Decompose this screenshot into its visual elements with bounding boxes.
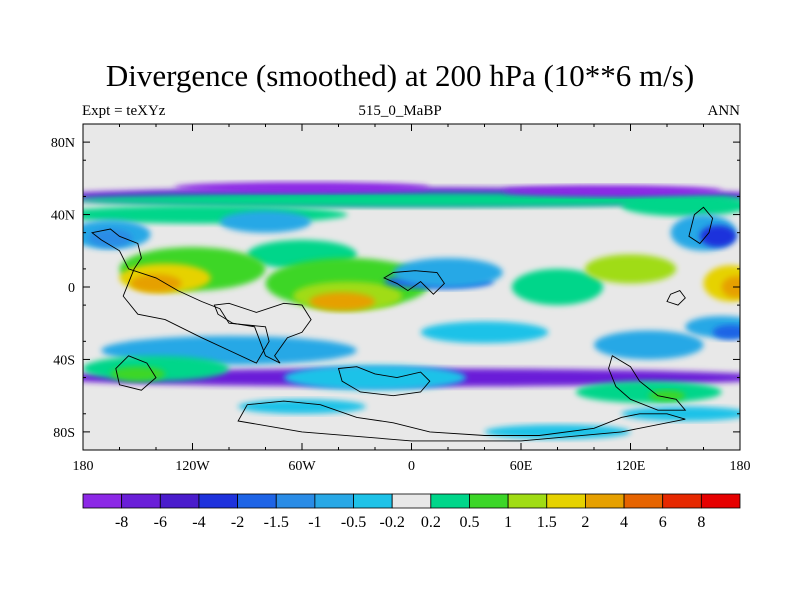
field-patch-22 xyxy=(721,276,740,298)
colorbar-box-5 xyxy=(275,493,316,509)
lon-tick-label-1: 120W xyxy=(175,459,210,474)
axis-ticks: 180 120W 60W 0 60E 120E 180 80N 40N 0 40S 80S xyxy=(51,123,751,474)
colorbar-label-13: 4 xyxy=(620,514,628,531)
colorbar-label-10: 1 xyxy=(504,514,512,531)
colorbar-box-12 xyxy=(546,493,586,509)
lon-tick-label-5: 120E xyxy=(616,459,646,474)
colorbar-label-5: -1 xyxy=(308,514,321,531)
colorbar-box-4 xyxy=(237,493,277,509)
field-patch-30 xyxy=(283,364,467,391)
field-patch-27 xyxy=(594,330,704,360)
colorbar-label-8: 0.2 xyxy=(421,514,441,531)
colorbar-box-11 xyxy=(507,493,548,509)
divergence-field xyxy=(83,181,740,440)
field-patch-16 xyxy=(309,292,375,311)
lon-tick-label-3: 0 xyxy=(408,459,415,474)
colorbar-label-15: 8 xyxy=(697,514,705,531)
colorbar-box-3 xyxy=(198,493,238,509)
field-patch-26 xyxy=(420,321,549,344)
colorbar-box-6 xyxy=(314,493,354,509)
coastline-3 xyxy=(337,366,431,397)
lat-tick-label-2: 0 xyxy=(68,281,75,296)
colorbar-box-7 xyxy=(353,493,393,509)
colorbar-label-11: 1.5 xyxy=(537,514,557,531)
lon-tick-label-0: 180 xyxy=(73,459,94,474)
colorbar-box-0 xyxy=(82,493,123,509)
colorbar-label-4: -1.5 xyxy=(264,514,289,531)
field-patch-33 xyxy=(238,399,366,414)
field-patch-4 xyxy=(621,194,740,217)
colorbar-label-7: -0.2 xyxy=(380,514,405,531)
colorbar: -8 -6 -4 -2 -1.5 -1 -0.5 -0.2 0.2 0.5 1 1.5 2 4 6 8 xyxy=(82,493,741,531)
continent-outlines xyxy=(91,206,714,442)
colorbar-box-1 xyxy=(121,493,161,509)
lat-tick-label-3: 40S xyxy=(53,353,75,368)
coastline-5 xyxy=(608,355,687,411)
colorbar-box-9 xyxy=(430,493,470,509)
colorbar-label-1: -6 xyxy=(154,514,167,531)
colorbar-label-12: 2 xyxy=(581,514,589,531)
field-patch-37 xyxy=(502,185,722,197)
lat-tick-label-0: 80N xyxy=(51,136,75,151)
lat-tick-label-1: 40N xyxy=(51,209,75,224)
coastline-2 xyxy=(383,270,445,295)
colorbar-box-2 xyxy=(159,493,200,509)
plot-title: Divergence (smoothed) at 200 hPa (10**6 … xyxy=(105,58,695,93)
colorbar-box-15 xyxy=(662,493,702,509)
field-patch-34 xyxy=(484,424,631,440)
field-patch-2 xyxy=(83,192,740,208)
colorbar-label-2: -4 xyxy=(192,514,205,531)
coastline-0 xyxy=(91,228,270,364)
coastline-7 xyxy=(688,206,714,245)
colorbar-box-8 xyxy=(391,493,432,509)
coastline-6 xyxy=(666,290,686,306)
field-patch-36 xyxy=(174,181,430,193)
field-patch-19 xyxy=(511,268,604,306)
lat-tick-label-4: 80S xyxy=(53,426,75,441)
lon-tick-label-6: 180 xyxy=(730,459,751,474)
colorbar-box-13 xyxy=(585,493,625,509)
field-patch-24 xyxy=(712,325,740,340)
field-patch-6 xyxy=(88,229,133,248)
coastline-8 xyxy=(237,400,686,442)
field-patch-32 xyxy=(648,390,686,402)
subtitle-experiment: Expt = teXYz xyxy=(82,103,166,119)
coastline-1 xyxy=(213,302,312,364)
colorbar-label-0: -8 xyxy=(115,514,128,531)
field-patch-35 xyxy=(621,406,740,422)
field-patch-13 xyxy=(130,274,182,293)
colorbar-label-6: -0.5 xyxy=(341,514,366,531)
lon-tick-label-2: 60W xyxy=(288,459,316,474)
field-patch-20 xyxy=(584,254,677,284)
colorbar-label-9: 0.5 xyxy=(459,514,479,531)
coastline-4 xyxy=(115,355,157,391)
lon-tick-label-4: 60E xyxy=(510,459,533,474)
subtitle-case: 515_0_MaBP xyxy=(358,103,442,119)
colorbar-box-14 xyxy=(623,493,664,509)
field-patch-7 xyxy=(219,210,312,233)
colorbar-label-3: -2 xyxy=(231,514,244,531)
colorbar-box-10 xyxy=(469,493,509,509)
field-patch-18 xyxy=(393,258,503,287)
colorbar-box-16 xyxy=(700,493,741,509)
field-patch-9 xyxy=(699,225,737,248)
subtitle-season: ANN xyxy=(707,103,741,119)
colorbar-label-14: 6 xyxy=(659,514,667,531)
field-patch-31 xyxy=(575,381,722,403)
